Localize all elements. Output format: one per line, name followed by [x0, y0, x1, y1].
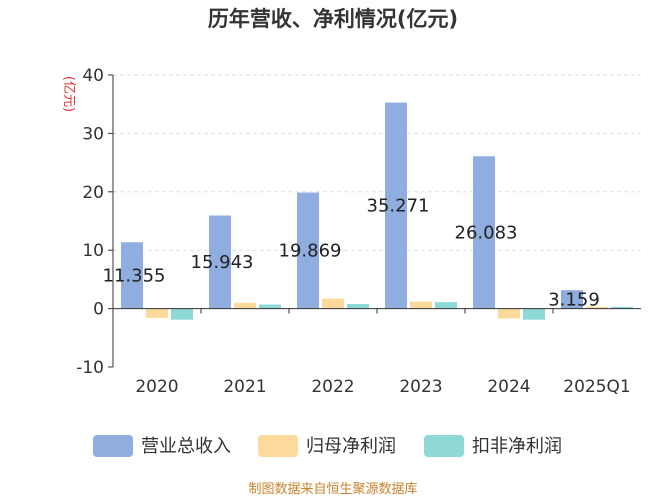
axes-group: -10 0 10 20 30 40 2020 2021 2022 2023 2024 2025Q1 — [76, 66, 641, 397]
x-tick-label: 2025Q1 — [563, 377, 630, 397]
bar-net-profit — [234, 302, 256, 309]
revenue-data-label: 3.159 — [548, 289, 600, 310]
revenue-data-label: 19.869 — [279, 241, 342, 262]
bar-net-profit — [146, 308, 168, 318]
bar-net-profit — [410, 301, 432, 309]
y-tick-label: 0 — [93, 300, 104, 320]
bar-revenue — [473, 156, 495, 309]
x-tick-label: 2023 — [399, 377, 442, 397]
bar-deducted-net-profit — [171, 308, 193, 320]
x-tick-label: 2021 — [223, 377, 266, 397]
y-tick-label: 20 — [82, 183, 104, 203]
bars-group — [121, 102, 633, 320]
revenue-data-label: 15.943 — [191, 252, 254, 273]
bar-net-profit — [498, 308, 520, 319]
bar-deducted-net-profit — [259, 304, 281, 309]
bar-net-profit — [586, 306, 608, 309]
revenue-data-label: 35.271 — [367, 196, 430, 217]
x-tick-label: 2020 — [135, 377, 178, 397]
bar-revenue — [121, 242, 143, 309]
y-tick-label: 10 — [82, 241, 104, 261]
legend-label: 营业总收入 — [141, 436, 231, 457]
bar-deducted-net-profit — [523, 308, 545, 320]
legend-label: 扣非净利润 — [472, 436, 562, 457]
revenue-data-label: 26.083 — [455, 222, 518, 243]
bar-revenue — [297, 192, 319, 309]
legend-swatch — [93, 435, 133, 457]
revenue-data-label: 11.355 — [103, 265, 166, 286]
source-note: 制图数据来自恒生聚源数据库 — [248, 481, 417, 497]
data-labels-group: 11.355 15.943 19.869 35.271 26.083 3.159 — [103, 196, 600, 311]
bar-deducted-net-profit — [611, 306, 633, 309]
x-tick-label: 2024 — [487, 377, 530, 397]
y-axis-label: (亿元) — [61, 76, 76, 112]
bar-revenue — [385, 102, 407, 309]
x-tick-label: 2022 — [311, 377, 354, 397]
chart-title: 历年营收、净利情况(亿元) — [208, 7, 458, 31]
y-tick-label: -10 — [76, 358, 104, 378]
legend-swatch — [258, 435, 298, 457]
legend-swatch — [424, 435, 464, 457]
bar-net-profit — [322, 298, 344, 309]
bar-deducted-net-profit — [435, 302, 457, 309]
legend: 营业总收入 归母净利润 扣非净利润 — [93, 435, 562, 457]
bar-revenue — [209, 215, 231, 309]
bar-deducted-net-profit — [347, 303, 369, 309]
legend-label: 归母净利润 — [306, 436, 396, 457]
grid-lines — [113, 74, 641, 251]
y-tick-label: 30 — [82, 124, 104, 144]
y-tick-label: 40 — [82, 66, 104, 86]
bar-revenue — [561, 290, 583, 309]
